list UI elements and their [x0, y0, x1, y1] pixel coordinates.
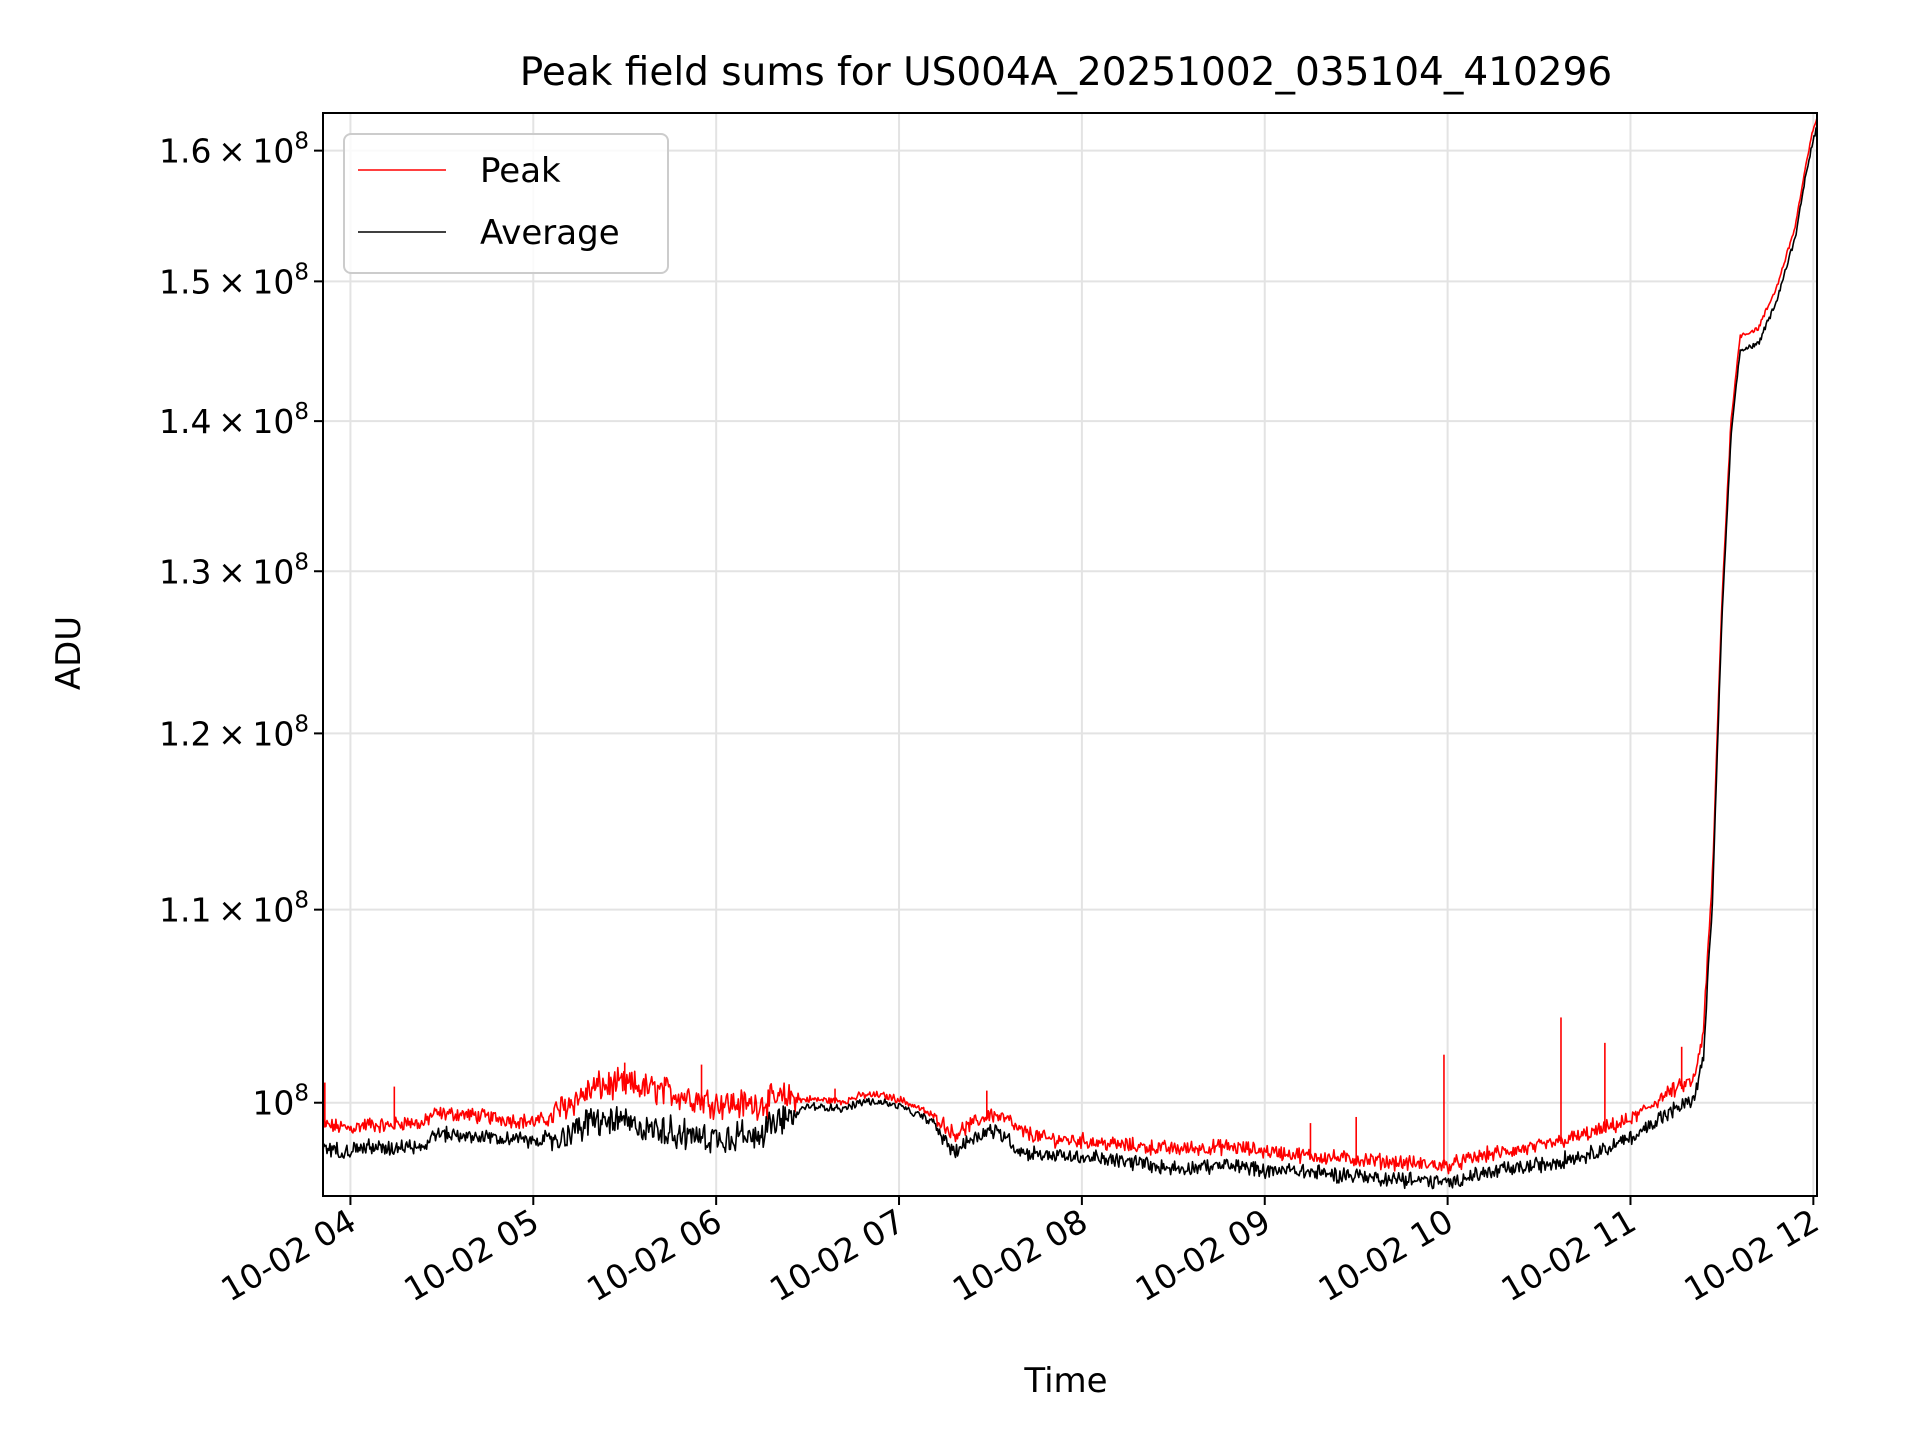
y-tick-label: 1.1 × 108 — [159, 888, 309, 930]
plot-lines — [322, 117, 1818, 1190]
y-tick-label: 108 — [252, 1081, 309, 1123]
y-tick-label: 1.2 × 108 — [159, 711, 309, 753]
legend-box — [343, 133, 669, 274]
y-tick-label: 1.4 × 108 — [159, 399, 309, 441]
legend: Peak Average — [343, 133, 669, 274]
y-axis-label: ADU — [49, 616, 89, 690]
y-tick-label: 1.3 × 108 — [159, 549, 309, 591]
grid — [323, 113, 1817, 1196]
y-tick-label: 1.6 × 108 — [159, 129, 309, 171]
series-line-peak — [322, 117, 1818, 1175]
legend-peak-label: Peak — [480, 151, 561, 191]
legend-average-label: Average — [480, 213, 620, 253]
x-axis-label: Time — [1023, 1361, 1107, 1401]
plot-frame — [322, 112, 1818, 1197]
chart-title: Peak field sums for US004A_20251002_0351… — [520, 50, 1613, 95]
y-tick-label: 1.5 × 108 — [159, 259, 309, 301]
series-line-average — [322, 125, 1818, 1190]
